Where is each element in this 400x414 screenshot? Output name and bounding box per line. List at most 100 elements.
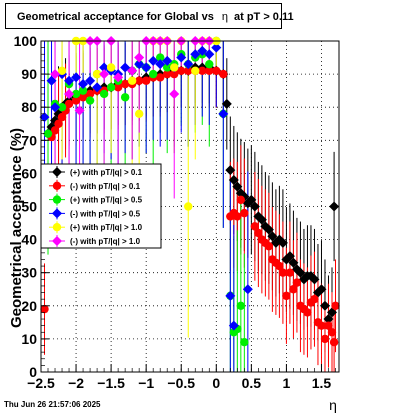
data-point xyxy=(106,63,116,72)
data-point xyxy=(134,76,144,85)
data-point xyxy=(184,202,193,211)
x-tick-label: 0 xyxy=(212,375,220,391)
data-point xyxy=(85,75,96,86)
data-point xyxy=(106,83,116,92)
data-point xyxy=(46,75,57,86)
data-point xyxy=(303,308,312,317)
data-point xyxy=(327,328,337,337)
legend-label: (+) with pT/|q| > 1.0 xyxy=(70,223,143,232)
data-point xyxy=(320,334,330,344)
data-point xyxy=(78,93,88,102)
legend-marker xyxy=(52,181,62,190)
data-point xyxy=(256,214,267,225)
data-point xyxy=(71,72,82,83)
y-tick-label: 30 xyxy=(21,265,37,281)
data-point xyxy=(170,69,179,79)
x-axis-label: η xyxy=(329,397,337,413)
data-point xyxy=(155,59,166,70)
y-axis-label: Geometrical acceptance (%) xyxy=(8,128,25,328)
data-point xyxy=(191,66,200,75)
x-tick-label: 1.5 xyxy=(312,375,332,391)
legend-label: (-) with pT/|q| > 0.1 xyxy=(70,182,141,191)
y-tick-label: 80 xyxy=(21,99,37,115)
y-tick-label: 70 xyxy=(21,132,37,148)
data-point xyxy=(57,112,67,122)
x-tick-label: 1 xyxy=(283,375,291,391)
data-point xyxy=(232,181,243,192)
data-point xyxy=(277,237,288,248)
data-point xyxy=(40,304,49,314)
data-point xyxy=(169,88,180,99)
data-point xyxy=(64,88,75,99)
data-point xyxy=(331,301,340,310)
data-point xyxy=(43,129,53,138)
data-point xyxy=(57,103,67,112)
data-point xyxy=(92,69,102,79)
data-point xyxy=(99,89,109,99)
data-point xyxy=(281,254,292,265)
data-point xyxy=(228,175,239,186)
legend-label: (+) with pT/|q| > 0.1 xyxy=(70,168,143,177)
legend-label: (-) with pT/|q| > 1.0 xyxy=(70,237,141,246)
chart-title-eta: η xyxy=(221,11,228,23)
data-point xyxy=(240,338,249,347)
data-point xyxy=(317,321,326,330)
data-point xyxy=(141,62,152,73)
data-point xyxy=(221,98,232,109)
data-point xyxy=(156,73,165,82)
x-tick-label: −2.5 xyxy=(27,375,55,391)
data-point xyxy=(85,89,95,99)
data-point xyxy=(134,59,145,70)
data-point xyxy=(329,201,340,212)
data-point xyxy=(74,105,85,116)
data-point xyxy=(212,66,221,75)
data-point xyxy=(310,294,319,304)
data-point xyxy=(240,208,249,218)
axes: −2.5 −2 −1.5 −1 −0.5 0 0.5 1 1.5 0 10 20 30 40 50 60 70 8… xyxy=(14,33,336,391)
x-tick-label: −0.5 xyxy=(167,375,195,391)
data-point xyxy=(264,242,274,251)
data-point xyxy=(148,69,158,79)
data-point xyxy=(148,55,159,66)
data-point xyxy=(242,284,253,295)
data-point xyxy=(218,108,229,119)
y-tick-label: 50 xyxy=(21,199,37,215)
y-tick-label: 90 xyxy=(21,66,37,82)
legend-marker xyxy=(52,167,62,177)
data-point xyxy=(85,96,95,105)
data-point xyxy=(205,66,214,75)
data-point xyxy=(205,59,214,69)
data-point xyxy=(134,52,145,63)
timestamp-footer: Thu Jun 26 21:57:06 2025 xyxy=(4,400,101,409)
data-markers xyxy=(39,36,340,347)
data-point xyxy=(50,126,60,135)
data-point xyxy=(120,62,131,73)
data-point xyxy=(99,69,110,80)
data-point xyxy=(99,62,110,73)
data-point xyxy=(288,257,299,268)
data-point xyxy=(78,79,89,90)
data-point xyxy=(163,69,172,79)
data-point xyxy=(113,83,123,92)
data-point xyxy=(236,301,246,310)
legend-marker xyxy=(52,223,62,232)
data-point xyxy=(225,290,236,301)
legend: (+) with pT/|q| > 0.1 (-) with pT/|q| > 0… xyxy=(40,163,162,249)
y-tick-label: 100 xyxy=(14,33,38,49)
x-tick-label: −2 xyxy=(68,375,84,391)
data-point xyxy=(275,261,284,271)
x-tick-label: 0.5 xyxy=(242,375,262,391)
data-point xyxy=(183,59,194,70)
data-point xyxy=(295,267,306,278)
data-point xyxy=(249,201,260,212)
data-point xyxy=(120,93,130,102)
y-tick-label: 20 xyxy=(21,298,37,314)
data-point xyxy=(57,66,67,75)
legend-marker xyxy=(52,195,62,204)
data-point xyxy=(292,278,302,287)
data-point xyxy=(282,291,291,301)
data-point xyxy=(127,76,137,85)
data-point xyxy=(50,102,61,113)
data-point xyxy=(284,251,295,262)
